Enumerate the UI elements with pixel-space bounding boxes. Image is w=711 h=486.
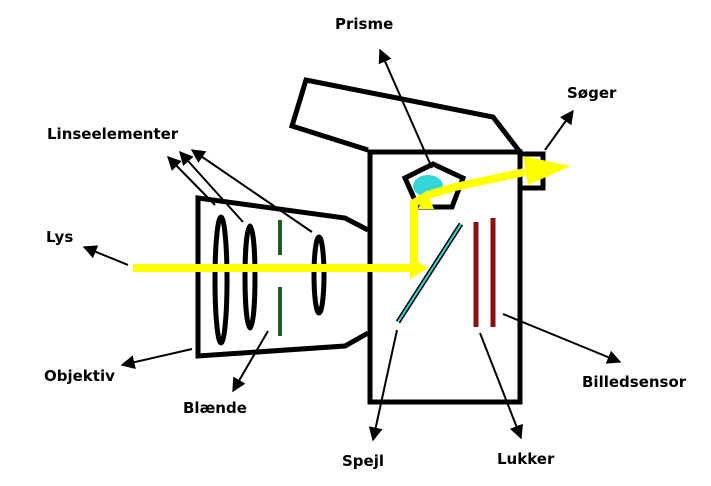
arrow-linseelementer-1 — [167, 155, 216, 206]
light-path — [133, 168, 526, 272]
label-linseelementer: Linseelementer — [47, 125, 179, 143]
arrow-lys — [82, 245, 129, 266]
label-prisme: Prisme — [335, 15, 393, 33]
label-spejl: Spejl — [342, 452, 384, 470]
light-arrowhead-mirror — [410, 257, 428, 279]
camera-top-housing — [288, 77, 522, 154]
arrow-lukker — [479, 332, 523, 440]
camera-body — [367, 149, 523, 405]
arrow-blaende — [232, 330, 269, 393]
label-billedsensor: Billedsensor — [582, 373, 687, 391]
label-objektiv: Objektiv — [44, 367, 115, 385]
light-arrowhead-viewfinder — [523, 156, 571, 185]
light-arrowhead-prism — [418, 190, 434, 209]
arrow-soeger — [544, 109, 574, 151]
mirror-surface — [397, 223, 462, 323]
arrow-linseelementer-3 — [190, 149, 313, 233]
lens-element-3 — [311, 234, 327, 316]
arrow-billedsensor — [502, 313, 622, 364]
label-lukker: Lukker — [497, 450, 555, 468]
lens-barrel — [195, 195, 370, 359]
arrow-spejl — [368, 329, 398, 442]
arrow-prisme — [378, 48, 433, 169]
lens-element-1 — [212, 214, 230, 346]
arrow-objektiv — [120, 348, 193, 370]
arrow-linseelementer-2 — [179, 150, 244, 223]
label-soeger: Søger — [567, 84, 617, 102]
lens-element-2 — [242, 223, 258, 331]
label-blaende: Blænde — [183, 399, 247, 417]
label-lys: Lys — [46, 228, 73, 246]
